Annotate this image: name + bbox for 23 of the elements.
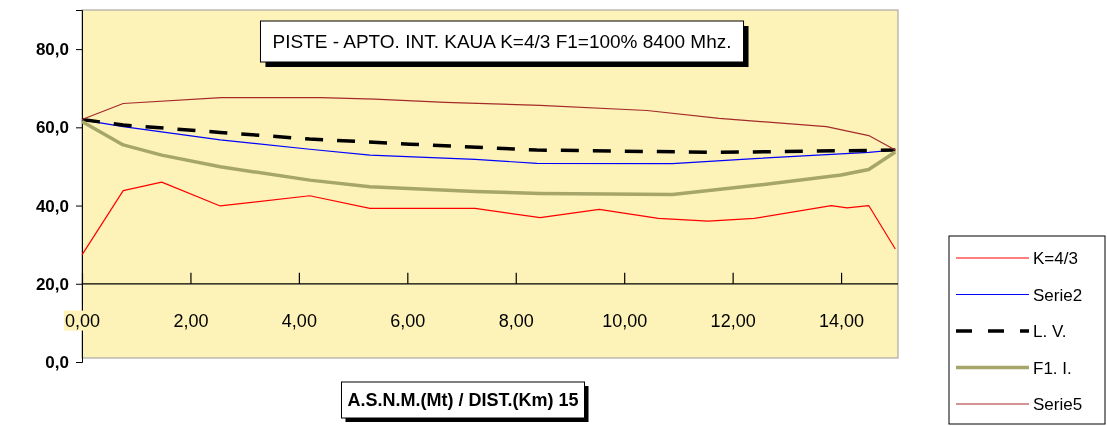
x-tick-label: 14,00 [819, 310, 865, 331]
y-tick-label: 0,0 [45, 352, 69, 372]
y-tick-label: 40,0 [35, 196, 69, 216]
x-tick-label: 12,00 [710, 310, 756, 331]
x-tick-label: 10,00 [602, 310, 648, 331]
y-tick-label: 60,0 [35, 118, 69, 138]
text: PISTE - APTO. INT. KAUA K=4/3 F1=100% 8400 Mhz. [272, 31, 732, 52]
legend-label: Serie5 [1033, 395, 1083, 414]
y-tick-label: 80,0 [35, 40, 69, 60]
x-tick-label: 4,00 [281, 310, 317, 331]
x-tick-label: 0,00 [64, 310, 101, 331]
x-axis-title: A.S.N.M.(Mt) / DIST.(Km) 15 [347, 390, 579, 410]
x-tick-label: 6,00 [390, 310, 426, 331]
legend-label: Serie2 [1033, 285, 1083, 305]
legend-label: K=4/3 [1033, 249, 1078, 268]
legend-label: F1. I. [1033, 358, 1072, 378]
y-tick-label: 20,0 [35, 274, 69, 294]
legend-label: L. V. [1033, 322, 1067, 341]
line-series [81, 97, 896, 151]
line-series [80, 119, 898, 197]
x-tick-label: 8,00 [498, 310, 534, 331]
line-series [81, 181, 896, 256]
x-tick-label: 2,00 [173, 310, 209, 331]
